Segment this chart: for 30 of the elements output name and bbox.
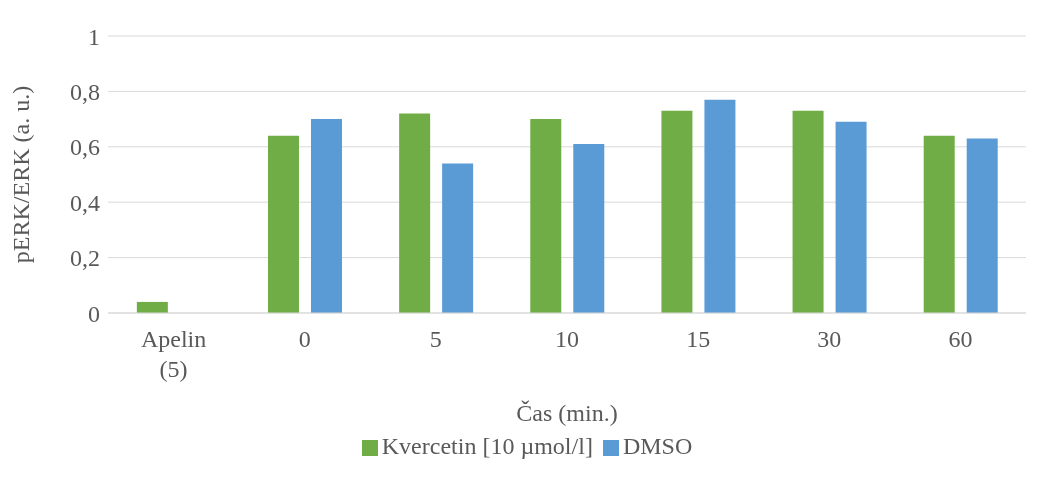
- y-tick-label: 1: [88, 23, 100, 50]
- y-tick-label: 0,2: [70, 245, 100, 272]
- y-tick-label: 0: [88, 300, 100, 327]
- bar: [966, 138, 998, 313]
- x-axis-title: Čas (min.): [516, 400, 618, 426]
- bar: [835, 121, 867, 313]
- x-tick-label: 10: [555, 326, 579, 352]
- legend-label: Kvercetin [10 µmol/l]: [381, 433, 593, 459]
- y-axis-title: pERK/ERK (a. u.): [7, 85, 34, 264]
- x-tick-label: 5: [429, 326, 442, 352]
- x-tick-label: 0: [298, 326, 311, 352]
- x-tick-label: 30: [817, 326, 842, 352]
- bar: [792, 110, 824, 313]
- x-tick-label: 15: [686, 326, 711, 352]
- x-tick-label: Apelin (5): [140, 326, 207, 382]
- bar: [923, 135, 955, 313]
- x-tick-label: 60: [948, 326, 973, 352]
- bar: [442, 163, 474, 313]
- y-tick-label: 0,6: [70, 134, 100, 161]
- bar: [530, 119, 562, 313]
- bar: [267, 135, 299, 313]
- y-tick-label: 0,8: [70, 78, 100, 105]
- bar: [661, 110, 693, 313]
- bar: [573, 144, 605, 313]
- bar: [704, 99, 736, 313]
- bar: [310, 119, 342, 313]
- legend-label: DMSO: [622, 433, 693, 459]
- bar: [399, 113, 431, 313]
- bar: [136, 301, 168, 313]
- y-tick-label: 0,4: [70, 189, 100, 216]
